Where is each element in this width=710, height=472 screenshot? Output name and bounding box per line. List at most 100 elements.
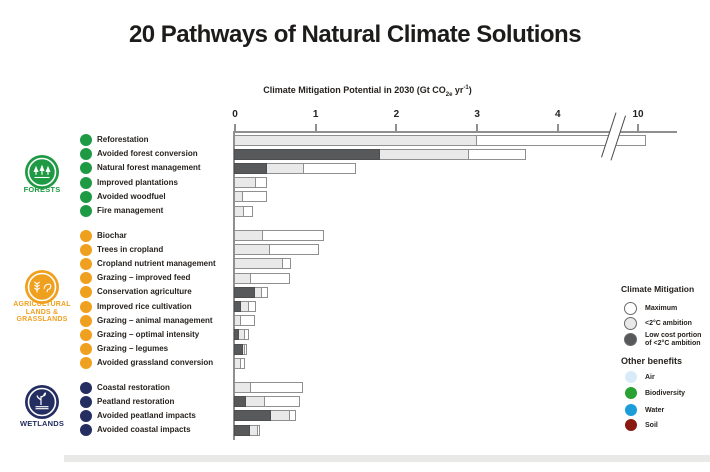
pathway-label: Peatland restoration	[97, 396, 175, 406]
pathway-label: Coastal restoration	[97, 382, 170, 392]
chart-title: 20 Pathways of Natural Climate Solutions	[128, 21, 582, 48]
pathway-dot	[80, 176, 92, 189]
pathway-dot	[80, 243, 92, 256]
legend-soil-label: Soil	[645, 422, 658, 429]
wetlands-badge-label: WETLANDS	[19, 419, 65, 428]
axis-tick-label: 4	[555, 109, 561, 120]
pathway-label: Reforestation	[97, 135, 149, 144]
footer-strip	[64, 455, 710, 462]
pathway-dot	[80, 162, 92, 175]
legend-lowcost-swatch	[624, 333, 637, 346]
bar-low-cost	[234, 424, 250, 436]
x-axis-line	[233, 131, 677, 133]
pathway-dot	[80, 229, 92, 242]
wetland-icon	[24, 385, 60, 424]
pathway-dot	[80, 148, 92, 161]
bar-low-cost	[234, 286, 256, 298]
pathway-dot	[80, 257, 92, 270]
axis-tick-label: 1	[312, 109, 319, 120]
pathway-label: Grazing – optimal intensity	[97, 329, 200, 339]
legend-water-swatch	[625, 404, 637, 416]
legend-air-label: Air	[645, 374, 655, 381]
legend-climate-title: Climate Mitigation	[621, 284, 695, 294]
pathway-dot	[80, 286, 92, 299]
agriculture-badge-label: AGRICULTURAL LANDS & GRASSLANDS	[13, 301, 71, 323]
pathway-label: Natural forest management	[97, 163, 201, 173]
axis-tick	[476, 124, 479, 132]
pathway-label: Conservation agriculture	[97, 287, 192, 297]
y-axis-line	[233, 131, 235, 440]
trees-icon	[24, 155, 60, 194]
legend-soil-swatch	[625, 419, 637, 431]
pathway-dot	[80, 381, 92, 394]
pathway-dot	[80, 424, 92, 437]
pathway-label: Avoided woodfuel	[97, 191, 166, 201]
bar-2c-ambition	[234, 230, 264, 241]
pathway-dot	[80, 395, 92, 408]
bar-2c-ambition	[234, 244, 270, 256]
pathway-label: Biochar	[97, 230, 127, 240]
axis-tick	[395, 124, 398, 132]
x-axis-title: Climate Mitigation Potential in 2030 (Gt…	[263, 85, 472, 98]
legend-ambition-label: <2°C ambition	[645, 320, 692, 327]
axis-tick	[234, 124, 236, 132]
bar-low-cost	[234, 396, 247, 408]
pathway-label: Fire management	[97, 206, 164, 215]
legend-air-swatch	[625, 371, 637, 383]
bar-2c-ambition	[234, 177, 256, 189]
pathway-dot	[80, 190, 92, 203]
pathway-dot	[80, 205, 92, 217]
axis-tick-label: 2	[393, 109, 400, 120]
bar-low-cost	[234, 410, 272, 422]
pathway-label: Improved plantations	[97, 177, 178, 187]
axis-tick-label: 10	[632, 109, 644, 120]
pathway-label: Improved rice cultivation	[97, 301, 192, 311]
pathway-label: Cropland nutrient management	[97, 258, 216, 268]
bar-low-cost	[234, 329, 240, 341]
forests-badge	[24, 154, 60, 190]
pathway-dot	[80, 343, 92, 356]
axis-tick	[314, 124, 317, 132]
pathway-label: Avoided forest conversion	[97, 149, 198, 159]
pathway-dot	[80, 328, 92, 341]
agriculture-badge	[24, 269, 60, 305]
pathway-dot	[80, 134, 92, 146]
legend-maximum-label: Maximum	[645, 305, 678, 312]
bar-2c-ambition	[234, 134, 478, 146]
bar-2c-ambition	[234, 357, 241, 369]
legend-biodiversity-label: Biodiversity	[645, 390, 686, 397]
axis-tick-label: 3	[474, 109, 480, 120]
legend-lowcost-label: Low cost portion of <2°C ambition	[645, 332, 702, 347]
legend-water-label: Water	[645, 407, 665, 414]
pathway-dot	[80, 357, 92, 370]
legend-benefits-title: Other benefits	[621, 356, 683, 366]
pathway-label: Grazing – improved feed	[97, 273, 191, 283]
bar-2c-ambition	[234, 191, 244, 203]
pathway-label: Avoided grassland conversion	[97, 358, 214, 368]
bar-2c-ambition	[234, 258, 284, 270]
wetlands-badge	[24, 384, 60, 420]
bar-2c-ambition	[234, 382, 252, 393]
bar-low-cost	[234, 148, 381, 160]
pathway-label: Avoided peatland impacts	[97, 410, 196, 420]
bar-low-cost	[234, 162, 268, 174]
pathway-label: Avoided coastal impacts	[97, 425, 191, 435]
forests-badge-label: FORESTS	[23, 185, 61, 194]
bar-2c-ambition	[234, 315, 242, 327]
pathway-label: Trees in cropland	[97, 244, 164, 254]
legend-biodiversity-swatch	[625, 387, 637, 399]
axis-tick	[637, 124, 639, 132]
legend-ambition-swatch	[624, 317, 637, 330]
axis-tick	[556, 124, 559, 132]
pathway-dot	[80, 272, 92, 285]
pathway-dot	[80, 300, 92, 313]
legend-maximum-swatch	[624, 302, 637, 315]
bar-2c-ambition	[234, 205, 244, 217]
bar-low-cost	[234, 343, 244, 355]
axis-tick-label: 0	[232, 109, 238, 120]
bar-2c-ambition	[234, 272, 252, 284]
bar-low-cost	[234, 301, 242, 312]
pathway-label: Grazing – legumes	[97, 344, 169, 354]
pathway-label: Grazing – animal management	[97, 315, 213, 325]
